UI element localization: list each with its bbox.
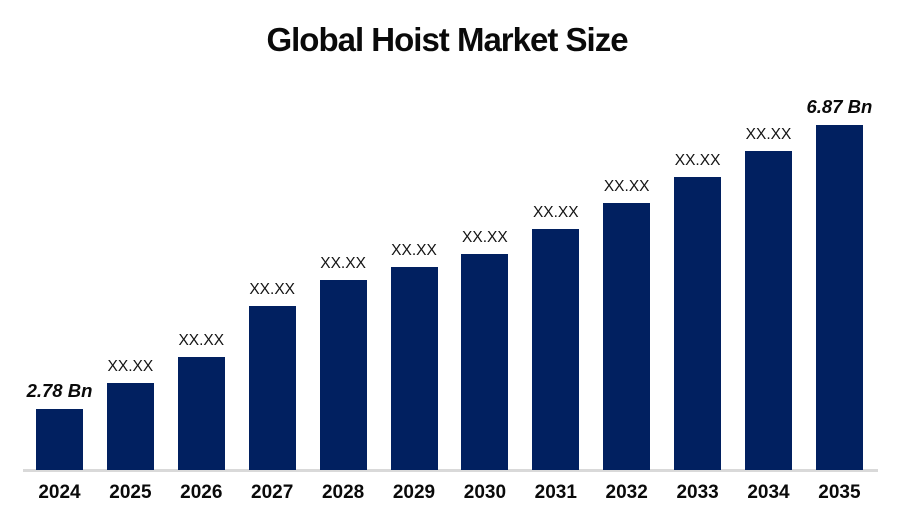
bar-group-2032: XX.XX 2032: [591, 0, 663, 525]
bar: [603, 203, 651, 470]
x-axis-tick-label: 2028: [321, 482, 365, 503]
x-axis-tick-label: 2030: [463, 482, 507, 503]
x-axis-tick-label: 2025: [109, 482, 152, 503]
bar: [319, 280, 367, 470]
bar: [815, 125, 863, 470]
bar-value-label: XX.XX: [674, 151, 721, 169]
x-axis-tick-label: 2024: [38, 482, 81, 503]
bar-group-2033: XX.XX 2033: [662, 0, 734, 525]
bar-value-label: XX.XX: [320, 254, 366, 272]
bar: [390, 267, 438, 470]
bar-group-2028: XX.XX 2028: [307, 0, 379, 525]
bar-group-2030: XX.XX 2030: [449, 0, 521, 525]
x-axis-tick-label: 2027: [251, 482, 294, 503]
bar: [177, 357, 225, 470]
bar-value-label: XX.XX: [178, 331, 225, 349]
bar-group-2025: XX.XX 2025: [94, 0, 166, 525]
bar: [36, 409, 83, 470]
bar-group-2031: XX.XX 2031: [520, 0, 592, 525]
bar-group-2029: XX.XX 2029: [378, 0, 450, 525]
bar-value-label: XX.XX: [745, 125, 792, 143]
bar-value-label: XX.XX: [391, 241, 437, 259]
bar-value-label: XX.XX: [249, 280, 296, 298]
bar-value-label: XX.XX: [603, 177, 650, 195]
x-axis-tick-label: 2026: [180, 482, 223, 503]
bar-value-label: XX.XX: [532, 203, 579, 221]
bar-group-2035: 6.87 Bn 2035: [803, 0, 875, 525]
bar: [106, 383, 154, 470]
x-axis-tick-label: 2029: [392, 482, 436, 503]
bar: [532, 229, 580, 470]
bar-value-label: 6.87 Bn: [806, 95, 873, 117]
bar: [461, 254, 509, 470]
bar-group-2024: 2.78 Bn 2024: [24, 0, 96, 525]
x-axis-tick-label: 2035: [818, 482, 861, 503]
bar-group-2034: XX.XX 2034: [733, 0, 805, 525]
bar-value-label: 2.78 Bn: [26, 379, 93, 401]
bar: [248, 306, 296, 470]
chart-title: Global Hoist Market Size: [266, 21, 628, 58]
bar-value-label: XX.XX: [462, 228, 508, 246]
bar: [745, 151, 792, 470]
x-axis-tick-label: 2034: [747, 482, 790, 503]
x-axis-line: [23, 469, 878, 472]
bar: [674, 177, 722, 470]
x-axis-tick-label: 2033: [676, 482, 719, 503]
bar-value-label: XX.XX: [107, 357, 154, 375]
bar-group-2026: XX.XX 2026: [165, 0, 237, 525]
bar-group-2027: XX.XX 2027: [236, 0, 308, 525]
x-axis-tick-label: 2031: [534, 482, 577, 503]
x-axis-tick-label: 2032: [605, 482, 648, 503]
